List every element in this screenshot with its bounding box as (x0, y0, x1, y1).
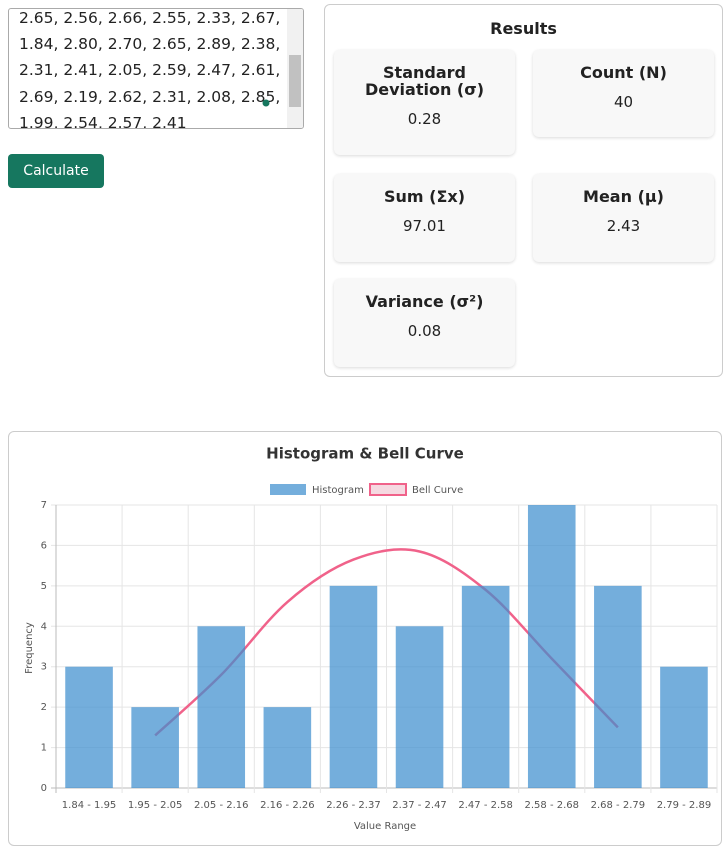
histogram-bar (395, 626, 444, 788)
scroll-thumb[interactable] (289, 55, 301, 107)
results-panel: Results Standard Deviation (σ) 0.28 Count … (324, 4, 723, 377)
textarea-line: 1.84, 2.80, 2.70, 2.65, 2.89, 2.38, (19, 35, 281, 54)
y-tick-label: 6 (41, 540, 47, 551)
x-tick-label: 2.47 - 2.58 (458, 800, 513, 811)
histogram-bar (329, 585, 378, 788)
histogram-bar (461, 585, 510, 788)
textarea-line: 2.69, 2.19, 2.62, 2.31, 2.08, 2.85, (19, 87, 281, 106)
stat-label: Mean (μ) (583, 187, 664, 206)
x-tick-label: 1.95 - 2.05 (128, 800, 183, 811)
stat-value: 0.08 (407, 322, 442, 340)
stat-value: 40 (613, 93, 634, 111)
chart: Histogram & Bell Curve Value Range Frequ… (24, 445, 718, 832)
histogram-bar (527, 505, 576, 788)
y-tick-label: 0 (41, 783, 47, 794)
stat-card: Standard Deviation (σ) 0.28 (334, 50, 515, 155)
calculate-button[interactable]: Calculate (8, 154, 104, 188)
x-tick-label: 2.68 - 2.79 (591, 800, 646, 811)
textarea-lines: 2.65, 2.56, 2.66, 2.55, 2.33, 2.67, 1.84,… (19, 9, 281, 129)
stat-label: Variance (σ²) (365, 292, 484, 311)
x-tick-label: 2.79 - 2.89 (657, 800, 712, 811)
histogram-bar (197, 626, 246, 788)
resize-dot (262, 99, 270, 107)
stat-label: Standard Deviation (σ) (364, 63, 484, 99)
y-tick-label: 2 (41, 702, 47, 713)
scrollbar[interactable] (287, 9, 303, 128)
stat-value: 0.28 (407, 110, 442, 128)
stat-card: Variance (σ²) 0.08 (334, 279, 515, 367)
legend-label: Bell Curve (412, 485, 463, 496)
legend-label: Histogram (312, 485, 364, 496)
textarea-line: 1.99, 2.54, 2.57, 2.41 (19, 113, 187, 129)
y-tick-label: 7 (41, 500, 47, 511)
x-tick-label: 2.05 - 2.16 (194, 800, 249, 811)
histogram-bar (263, 707, 312, 788)
stat-card: Sum (Σx) 97.01 (334, 174, 515, 262)
stat-label: Count (N) (580, 63, 667, 82)
histogram-bar (131, 707, 179, 788)
histogram-bar (660, 666, 708, 788)
histogram-bar (65, 666, 113, 788)
results-title: Results (490, 19, 557, 38)
y-tick-label: 3 (41, 662, 47, 673)
x-axis-title: Value Range (354, 821, 416, 832)
y-tick-label: 5 (41, 581, 47, 592)
textarea-line: 2.65, 2.56, 2.66, 2.55, 2.33, 2.67, (19, 9, 281, 27)
x-tick-label: 1.84 - 1.95 (62, 800, 117, 811)
legend-swatch (369, 483, 407, 496)
chart-title: Histogram & Bell Curve (266, 445, 464, 463)
stat-card: Mean (μ) 2.43 (533, 174, 714, 262)
stat-value: 97.01 (403, 217, 446, 235)
x-tick-label: 2.37 - 2.47 (392, 800, 447, 811)
y-tick-label: 4 (41, 621, 47, 632)
y-tick-label: 1 (41, 743, 47, 754)
x-tick-label: 2.58 - 2.68 (525, 800, 580, 811)
x-tick-label: 2.16 - 2.26 (260, 800, 315, 811)
histogram-bar (594, 585, 642, 788)
y-axis-title: Frequency (24, 622, 35, 674)
textarea-line: 2.31, 2.41, 2.05, 2.59, 2.47, 2.61, (19, 61, 281, 80)
stat-label: Sum (Σx) (383, 187, 466, 206)
legend-swatch (270, 484, 306, 495)
stat-card: Count (N) 40 (533, 50, 714, 137)
x-tick-label: 2.26 - 2.37 (326, 800, 381, 811)
chart-panel: Histogram & Bell Curve Value Range Frequ… (8, 431, 722, 846)
data-textarea[interactable]: 2.65, 2.56, 2.66, 2.55, 2.33, 2.67, 1.84,… (8, 8, 304, 129)
stat-value: 2.43 (606, 217, 641, 235)
